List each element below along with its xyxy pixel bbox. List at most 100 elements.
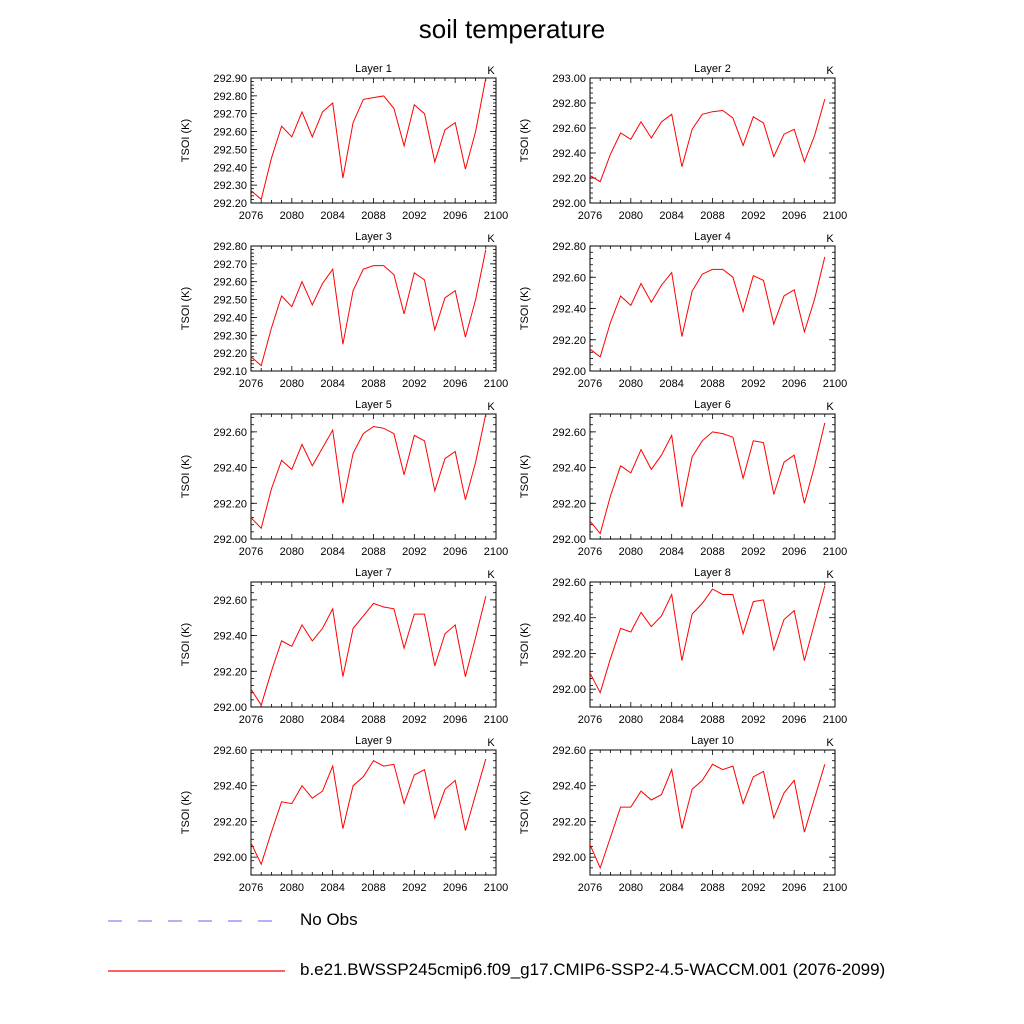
x-tick-label: 2084 [320,882,344,894]
page-title: soil temperature [418,14,606,44]
panel-title: Layer 4 [694,231,731,243]
panel-2: 2076 2080 2084 2088 2092 2096 2100 292.00 292.20… [519,63,847,222]
y-axis-label: TSOI (K) [519,623,531,666]
x-tick-label: 2084 [320,546,344,558]
x-tick-label: 2076 [239,210,263,222]
series-line [251,758,487,866]
x-tick-label: 2080 [280,210,304,222]
y-tick-label: 292.60 [552,745,586,757]
panel-units: K [487,65,495,77]
x-tick-label: 2076 [239,546,263,558]
y-tick-label: 292.20 [213,816,247,828]
y-tick-label: 292.40 [552,781,586,793]
x-tick-label: 2088 [700,714,724,726]
panel-3: 2076 2080 2084 2088 2092 2096 2100 292.10 292.20… [180,231,508,390]
series-line [590,585,826,695]
panel-units: K [826,65,834,77]
x-tick-label: 2092 [402,714,426,726]
y-tick-label: 292.60 [552,123,586,135]
panel-units: K [826,737,834,749]
panel-title: Layer 7 [355,567,392,579]
x-tick-label: 2076 [578,210,602,222]
x-tick-label: 2096 [443,210,467,222]
x-tick-label: 2088 [700,378,724,390]
legend-obs-label: No Obs [300,910,358,929]
series-line [590,763,826,870]
x-tick-label: 2088 [361,378,385,390]
panel-units: K [826,233,834,245]
y-tick-label: 292.60 [213,595,247,607]
y-tick-label: 292.90 [213,73,247,85]
y-tick-label: 292.00 [552,366,586,378]
y-tick-label: 292.60 [552,427,586,439]
y-axis-label: TSOI (K) [180,623,192,666]
x-tick-label: 2076 [578,882,602,894]
panel-title: Layer 10 [691,735,734,747]
x-tick-label: 2080 [619,378,643,390]
x-tick-label: 2092 [402,546,426,558]
x-tick-label: 2096 [443,378,467,390]
x-tick-label: 2096 [782,210,806,222]
x-tick-label: 2084 [320,714,344,726]
x-tick-label: 2084 [659,714,683,726]
x-tick-label: 2092 [402,882,426,894]
y-tick-label: 292.00 [552,198,586,210]
y-tick-label: 292.00 [552,684,586,696]
panel-title: Layer 6 [694,399,731,411]
x-tick-label: 2080 [280,714,304,726]
x-tick-label: 2096 [443,882,467,894]
y-tick-label: 292.20 [213,498,247,510]
y-tick-label: 292.60 [552,272,586,284]
y-tick-label: 292.40 [552,148,586,160]
panel-9: 2076 2080 2084 2088 2092 2096 2100 292.00 292.20… [180,735,508,894]
x-tick-label: 2100 [823,714,847,726]
x-tick-label: 2088 [700,546,724,558]
y-tick-label: 292.10 [213,366,247,378]
x-tick-label: 2084 [320,210,344,222]
y-tick-label: 292.20 [552,816,586,828]
panel-8: 2076 2080 2084 2088 2092 2096 2100 292.00 292.20… [519,567,847,726]
x-tick-label: 2076 [239,882,263,894]
y-tick-label: 292.20 [213,666,247,678]
y-tick-label: 292.60 [213,127,247,139]
y-tick-label: 292.40 [552,304,586,316]
panel-4: 2076 2080 2084 2088 2092 2096 2100 292.00 292.20… [519,231,847,390]
panel-title: Layer 9 [355,735,392,747]
x-tick-label: 2084 [659,882,683,894]
y-axis-label: TSOI (K) [519,287,531,330]
panel-5: 2076 2080 2084 2088 2092 2096 2100 292.00 292.20… [180,399,508,558]
panel-units: K [487,233,495,245]
x-tick-label: 2080 [619,714,643,726]
y-tick-label: 292.60 [213,427,247,439]
y-tick-label: 292.70 [213,109,247,121]
y-tick-label: 292.00 [213,534,247,546]
x-tick-label: 2076 [239,714,263,726]
y-axis-label: TSOI (K) [180,287,192,330]
x-tick-label: 2080 [280,882,304,894]
y-tick-label: 292.50 [213,295,247,307]
panel-title: Layer 1 [355,63,392,75]
y-tick-label: 292.40 [213,312,247,324]
x-tick-label: 2088 [361,546,385,558]
y-tick-label: 292.20 [552,173,586,185]
panel-units: K [487,401,495,413]
x-tick-label: 2084 [659,210,683,222]
x-tick-label: 2096 [782,378,806,390]
y-axis-label: TSOI (K) [180,455,192,498]
panel-title: Layer 5 [355,399,392,411]
series-line [590,256,826,358]
panel-units: K [487,737,495,749]
y-tick-label: 292.20 [213,198,247,210]
y-tick-label: 292.20 [552,498,586,510]
panel-title: Layer 2 [694,63,731,75]
y-tick-label: 292.00 [552,534,586,546]
x-tick-label: 2080 [280,546,304,558]
series-line [590,422,826,535]
y-tick-label: 292.80 [213,241,247,253]
panel-10: 2076 2080 2084 2088 2092 2096 2100 292.00 292.20… [519,735,847,894]
x-tick-label: 2096 [443,546,467,558]
x-tick-label: 2088 [361,882,385,894]
y-tick-label: 292.70 [213,259,247,271]
y-tick-label: 292.30 [213,330,247,342]
